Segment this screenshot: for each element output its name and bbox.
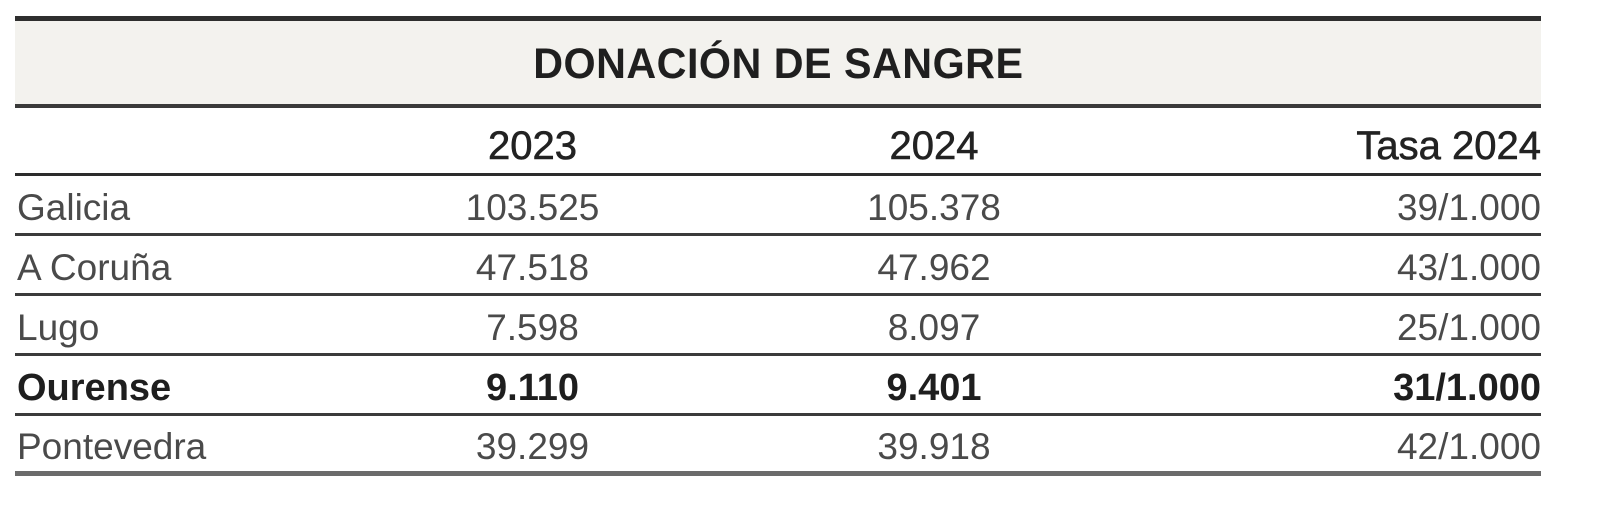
table-title: DONACIÓN DE SANGRE — [532, 40, 1024, 88]
rate-2024: 25/1.000 — [1396, 307, 1541, 348]
region-name: Galicia — [17, 187, 131, 228]
region-name: Pontevedra — [17, 426, 207, 467]
table-row-galicia: Galicia 103.525 105.378 39/1.000 — [15, 176, 1541, 236]
rate-2024: 31/1.000 — [1393, 366, 1541, 409]
value-2023: 103.525 — [465, 187, 600, 228]
value-2024: 105.378 — [867, 187, 1001, 228]
value-2023: 7.598 — [486, 307, 579, 348]
region-name: Lugo — [17, 307, 100, 348]
region-name: A Coruña — [17, 247, 172, 288]
blood-donation-table: DONACIÓN DE SANGRE 2023 2024 Tasa 2024 G… — [15, 16, 1541, 476]
value-2024: 9.401 — [886, 366, 982, 409]
header-2024: 2024 — [889, 123, 979, 168]
value-2023: 47.518 — [475, 247, 590, 288]
rate-2024: 42/1.000 — [1396, 426, 1541, 467]
value-2024: 47.962 — [877, 247, 991, 288]
table-row-lugo: Lugo 7.598 8.097 25/1.000 — [15, 296, 1541, 356]
table-row-a-coruna: A Coruña 47.518 47.962 43/1.000 — [15, 236, 1541, 296]
header-rate-2024: Tasa 2024 — [1356, 123, 1541, 168]
rate-2024: 43/1.000 — [1396, 247, 1541, 288]
value-2023: 39.299 — [475, 426, 590, 467]
value-2024: 39.918 — [877, 426, 991, 467]
title-band: DONACIÓN DE SANGRE — [15, 16, 1541, 108]
table-header-row: 2023 2024 Tasa 2024 — [15, 108, 1541, 176]
region-name: Ourense — [17, 366, 172, 409]
header-2023: 2023 — [488, 123, 578, 168]
rate-2024: 39/1.000 — [1396, 187, 1541, 228]
header-region — [15, 136, 355, 146]
value-2023: 9.110 — [486, 366, 579, 409]
table-row-ourense-highlighted: Ourense 9.110 9.401 31/1.000 — [15, 356, 1541, 416]
value-2024: 8.097 — [887, 307, 981, 348]
table-row-pontevedra: Pontevedra 39.299 39.918 42/1.000 — [15, 416, 1541, 476]
